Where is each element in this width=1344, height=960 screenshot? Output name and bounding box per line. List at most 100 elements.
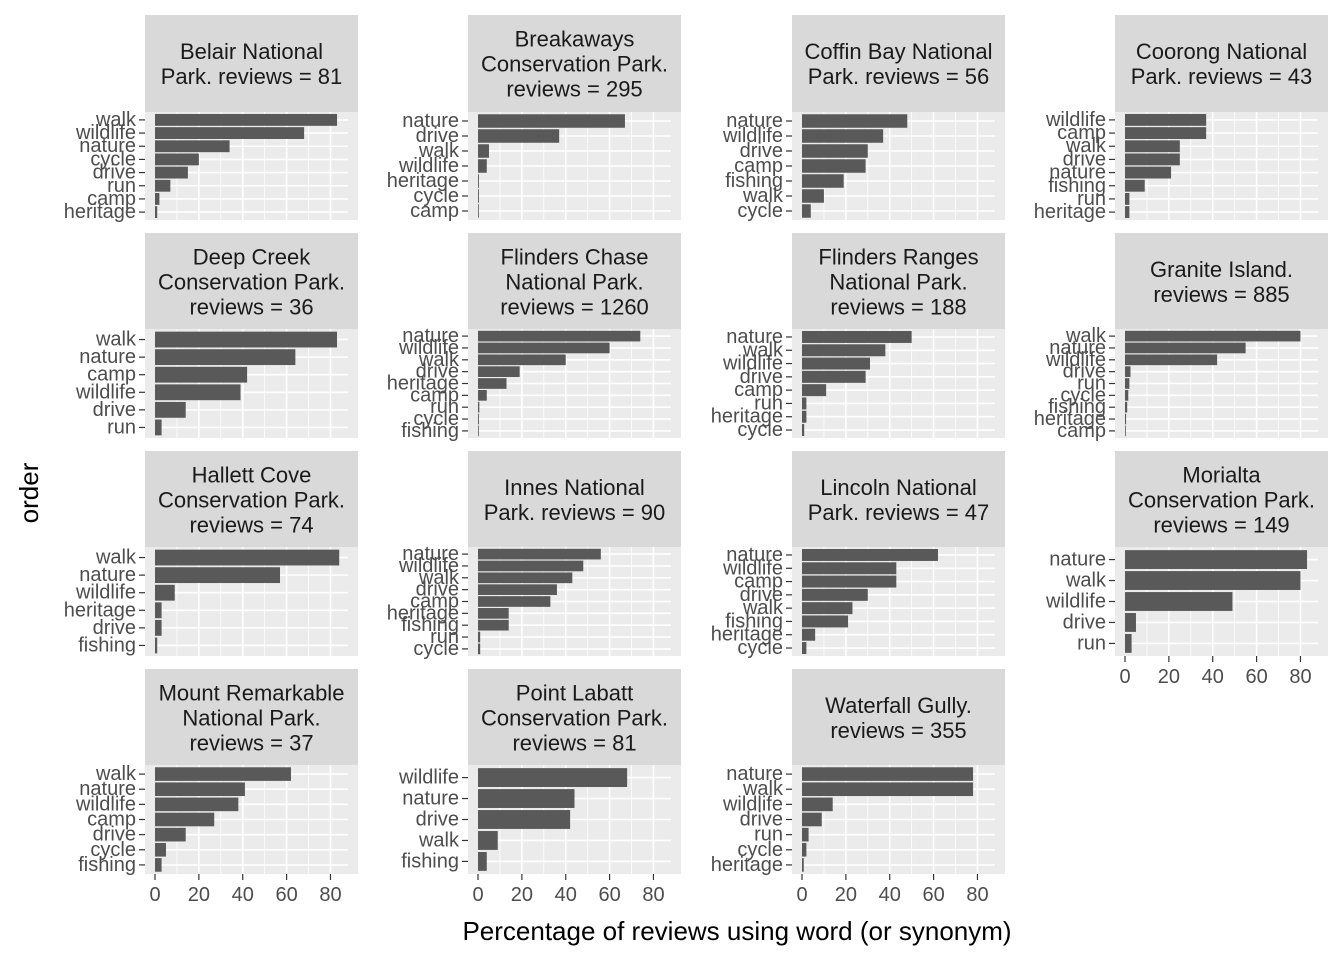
bar-drive (802, 144, 868, 158)
bar-fishing (478, 851, 487, 871)
category-label: drive (1063, 148, 1106, 170)
category-label: nature (402, 788, 459, 810)
category-label: heritage (1034, 201, 1106, 223)
facet-strip (1115, 233, 1328, 330)
bar-cycle (802, 424, 805, 437)
category-label: fishing (78, 854, 136, 876)
category-label: run (754, 392, 783, 414)
bar-fishing (155, 858, 162, 872)
category-label: heritage (64, 201, 136, 223)
category-label: nature (402, 543, 459, 565)
category-label: wildlife (1045, 349, 1106, 371)
bar-nature (478, 548, 601, 560)
x-tick-label: 80 (1289, 666, 1311, 688)
x-axis-title: Percentage of reviews using word (or syn… (462, 916, 1011, 946)
category-label: drive (416, 809, 459, 831)
bar-fishing (478, 425, 479, 437)
bar-nature (478, 114, 625, 128)
facet-title-line: reviews = 295 (506, 77, 642, 102)
category-label: camp (734, 155, 783, 177)
bar-camp (155, 812, 215, 827)
x-tick-label: 20 (188, 884, 210, 906)
bar-fishing (1125, 401, 1128, 413)
category-label: drive (740, 140, 783, 162)
bar-nature (802, 114, 908, 128)
bar-walk (478, 144, 489, 158)
bar-fishing (155, 637, 158, 654)
category-label: cycle (737, 839, 783, 861)
bar-wildlife (478, 768, 628, 788)
facet-title-line: reviews = 188 (830, 295, 966, 320)
bar-heritage (802, 628, 816, 641)
category-label: camp (734, 571, 783, 593)
category-label: camp (734, 379, 783, 401)
category-label: wildlife (398, 767, 459, 789)
category-label: wildlife (75, 582, 136, 604)
category-label: drive (93, 162, 136, 184)
bar-nature (1125, 550, 1308, 570)
bar-nature (802, 548, 938, 561)
bar-nature (155, 567, 281, 584)
facet-title-line: Park. reviews = 43 (1131, 64, 1313, 89)
bar-heritage (1125, 413, 1127, 425)
bar-heritage (155, 602, 162, 619)
category-label: fishing (401, 850, 459, 872)
category-label: cycle (413, 638, 459, 660)
category-label: heritage (711, 624, 783, 646)
bar-cycle (802, 642, 807, 655)
bar-run (155, 179, 171, 192)
category-label: heritage (1034, 408, 1106, 430)
facet-strip (145, 451, 358, 548)
category-label: wildlife (75, 381, 136, 403)
bar-nature (802, 330, 912, 343)
x-tick-label: 20 (835, 884, 857, 906)
category-label: camp (87, 364, 136, 386)
category-label: run (1077, 632, 1106, 654)
category-label: fishing (725, 170, 783, 192)
facet-title-line: reviews = 74 (189, 513, 313, 538)
bar-walk (478, 354, 566, 366)
bar-run (155, 419, 162, 436)
bar-fishing (802, 174, 844, 188)
bar-walk (155, 767, 291, 781)
facet-title-line: National Park. (505, 270, 643, 295)
facet-title-line: Breakaways (515, 27, 635, 52)
category-label: nature (79, 346, 136, 368)
x-tick-label: 40 (879, 884, 901, 906)
bar-run (802, 397, 807, 410)
category-label: wildlife (722, 793, 783, 815)
facet-title-line: reviews = 149 (1153, 513, 1289, 538)
category-label: walk (742, 339, 784, 361)
x-tick-label: 0 (1119, 666, 1130, 688)
bar-walk (155, 331, 338, 348)
bar-drive (802, 588, 868, 601)
category-label: walk (95, 763, 137, 785)
facet-strip (792, 669, 1005, 766)
y-axis-title: order (14, 462, 44, 523)
bar-run (802, 827, 809, 842)
category-label: nature (1049, 337, 1106, 359)
bar-heritage (478, 174, 479, 188)
bar-cycle (1125, 390, 1129, 401)
category-label: walk (742, 597, 784, 619)
category-label: drive (740, 584, 783, 606)
facet-title-line: Mount Remarkable (159, 681, 345, 706)
facet-title-line: National Park. (182, 706, 320, 731)
facet-15: Waterfall Gully.reviews = 355 naturewalkw… (711, 669, 1005, 906)
category-label: nature (79, 778, 136, 800)
facet-title-line: Park. reviews = 90 (484, 500, 666, 525)
bar-heritage (478, 608, 509, 619)
x-tick-label: 0 (149, 884, 160, 906)
facet-strip (468, 451, 681, 548)
bar-wildlife (1125, 592, 1233, 611)
bar-drive (802, 812, 822, 827)
category-label: drive (416, 361, 459, 383)
facet-title-line: Point Labatt (516, 681, 633, 706)
facet-title-line: Innes National (504, 475, 645, 500)
x-tick-label: 40 (1202, 666, 1224, 688)
bar-run (1125, 378, 1130, 389)
bar-heritage (1125, 206, 1130, 219)
facet-title-line: Conservation Park. (1128, 488, 1315, 513)
